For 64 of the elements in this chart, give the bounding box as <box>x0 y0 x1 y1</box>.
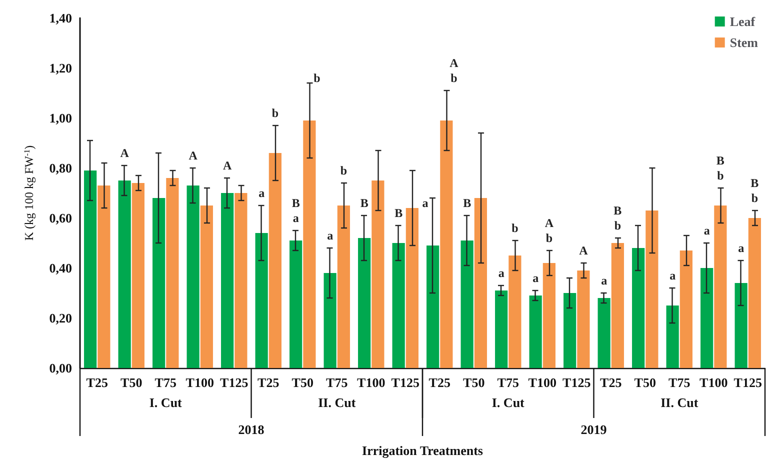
data-label: a <box>738 241 744 255</box>
data-label: a <box>422 196 428 210</box>
x-tick-label: T50 <box>292 375 314 390</box>
legend-label: Stem <box>730 35 758 50</box>
y-tick-label: 1,20 <box>49 60 72 76</box>
data-label: a <box>704 224 710 238</box>
y-tick-label: 0,20 <box>49 310 72 326</box>
data-label: A <box>120 146 130 160</box>
data-label: A b <box>450 56 459 85</box>
data-label: b <box>314 71 321 85</box>
x-tick-label: T75 <box>326 375 348 390</box>
x-tick-label: T125 <box>391 375 420 390</box>
data-label: B <box>394 206 403 220</box>
x-tick-label: T50 <box>463 375 485 390</box>
x-tick-label: T100 <box>357 375 386 390</box>
data-label: b <box>272 106 279 120</box>
text: I. Cut <box>492 395 526 410</box>
data-label: a <box>498 266 504 280</box>
y-tick-label: 1,40 <box>49 10 72 26</box>
x-tick-label: T25 <box>258 375 280 390</box>
x-tick-label: T125 <box>734 375 762 390</box>
y-tick-label: 0,60 <box>49 210 72 226</box>
text: I. Cut <box>149 395 183 410</box>
text: II. Cut <box>318 395 356 410</box>
x-tick-label: T125 <box>220 375 249 390</box>
y-tick-label: 0,40 <box>49 260 72 276</box>
x-tick-label: T100 <box>700 375 728 390</box>
data-label: a <box>601 274 608 288</box>
y-axis-title: K (kg 100 kg FW-1) <box>22 145 36 241</box>
text: 2019 <box>580 422 608 437</box>
x-tick-label: T50 <box>120 375 142 390</box>
y-tick-label: 1,00 <box>49 110 72 126</box>
x-tick-label: T100 <box>186 375 214 390</box>
data-label: B b <box>716 154 724 182</box>
data-label: A <box>188 148 198 162</box>
data-label: B <box>463 196 472 210</box>
legend-label: Leaf <box>730 14 756 29</box>
x-tick-label: T125 <box>562 375 592 390</box>
data-label: b <box>512 221 519 235</box>
data-label: a <box>670 268 676 282</box>
data-label: a <box>327 228 334 242</box>
x-tick-label: T75 <box>154 375 177 390</box>
x-tick-label: T50 <box>634 375 656 390</box>
data-label: B b <box>614 204 622 232</box>
y-tick-label: 0,00 <box>49 360 72 376</box>
data-label: B b <box>750 176 759 205</box>
data-label: A <box>579 244 588 258</box>
data-label: B <box>360 196 368 210</box>
data-label: A b <box>544 216 554 245</box>
text: 2018 <box>238 422 265 437</box>
x-tick-label: T75 <box>497 375 520 390</box>
data-label: A <box>222 158 232 172</box>
data-label: a <box>532 271 539 285</box>
x-tick-label: T100 <box>528 375 556 390</box>
data-label: b <box>340 164 348 178</box>
text: II. Cut <box>660 395 699 410</box>
data-label: a <box>258 186 265 200</box>
y-tick-label: 0,80 <box>49 160 72 176</box>
data-label: B a <box>292 196 300 225</box>
x-tick-label: T25 <box>428 375 451 390</box>
x-axis-title: Irrigation Treatments <box>362 443 483 458</box>
x-tick-label: T25 <box>86 375 108 390</box>
x-tick-label: T75 <box>668 375 691 390</box>
x-tick-label: T25 <box>600 375 622 390</box>
